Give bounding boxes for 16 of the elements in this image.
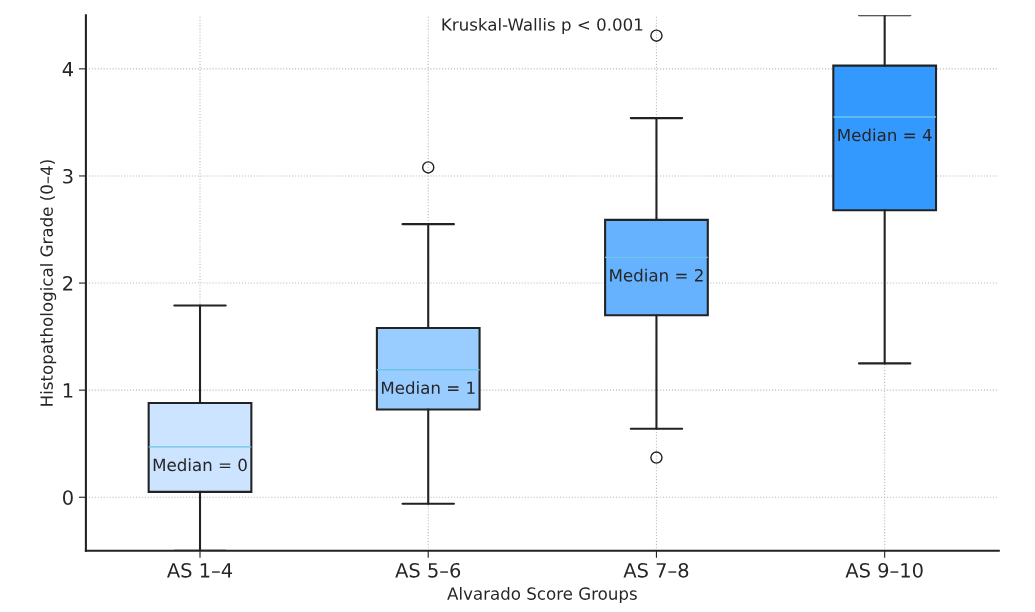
y-tick-label: 1 — [63, 383, 73, 398]
x-axis-title: Alvarado Score Groups — [447, 586, 637, 604]
x-tick-label: AS 9–10 — [845, 562, 923, 578]
annotation: Median = 4 — [838, 128, 932, 142]
y-tick-label: 2 — [63, 276, 73, 291]
annotation: Median = 2 — [610, 268, 703, 282]
x-tick-label: AS 7–8 — [623, 562, 689, 578]
y-tick-label: 4 — [62, 62, 74, 77]
x-tick-label: AS 1–4 — [167, 562, 233, 578]
annotation: Median = 1 — [381, 381, 475, 395]
y-axis-title: Histopathological Grade (0–4) — [40, 160, 57, 406]
y-tick-label: 3 — [63, 168, 73, 184]
x-tick-label: AS 5–6 — [395, 562, 461, 578]
annotation: Median = 0 — [153, 458, 247, 472]
y-tick-label: 0 — [63, 490, 73, 505]
annotation: Kruskal-Wallis p < 0.001 — [442, 17, 643, 35]
